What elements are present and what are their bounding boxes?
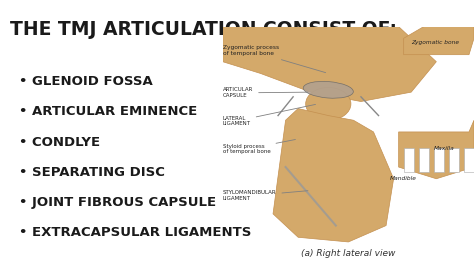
Ellipse shape (306, 88, 351, 120)
Bar (404, 148, 414, 172)
Text: • GLENOID FOSSA: • GLENOID FOSSA (19, 75, 153, 88)
Text: • JOINT FIBROUS CAPSULE: • JOINT FIBROUS CAPSULE (19, 196, 216, 209)
Polygon shape (399, 120, 474, 179)
Text: STYLOMANDIBULAR
LIGAMENT: STYLOMANDIBULAR LIGAMENT (223, 190, 308, 201)
Text: Zygomatic process
of temporal bone: Zygomatic process of temporal bone (223, 45, 326, 73)
Polygon shape (273, 109, 393, 242)
Text: • ARTICULAR EMINENCE: • ARTICULAR EMINENCE (19, 105, 197, 118)
Polygon shape (223, 27, 436, 102)
Bar (419, 148, 429, 172)
Bar (449, 148, 459, 172)
Text: ARTICULAR
CAPSULE: ARTICULAR CAPSULE (223, 88, 308, 98)
Text: (a) Right lateral view: (a) Right lateral view (301, 249, 396, 258)
Text: THE TMJ ARTICULATION CONSIST OF:: THE TMJ ARTICULATION CONSIST OF: (10, 20, 397, 39)
Text: Maxilla: Maxilla (434, 146, 454, 151)
Polygon shape (404, 27, 474, 55)
Text: • EXTRACAPSULAR LIGAMENTS: • EXTRACAPSULAR LIGAMENTS (19, 226, 252, 239)
Text: Zygomatic bone: Zygomatic bone (411, 40, 459, 45)
Text: LATERAL
LIGAMENT: LATERAL LIGAMENT (223, 105, 316, 126)
Text: • SEPARATING DISC: • SEPARATING DISC (19, 166, 165, 179)
Text: Mandible: Mandible (390, 176, 417, 181)
Text: Styloid process
of temporal bone: Styloid process of temporal bone (223, 139, 295, 155)
Ellipse shape (303, 81, 353, 98)
Text: • CONDLYE: • CONDLYE (19, 136, 100, 149)
Bar (434, 148, 444, 172)
Bar (464, 148, 474, 172)
